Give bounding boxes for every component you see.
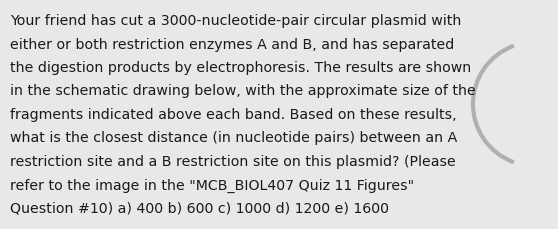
Text: in the schematic drawing below, with the approximate size of the: in the schematic drawing below, with the… [10,84,476,98]
Text: Your friend has cut a 3000-nucleotide-pair circular plasmid with: Your friend has cut a 3000-nucleotide-pa… [10,14,461,28]
Text: refer to the image in the "MCB_BIOL407 Quiz 11 Figures": refer to the image in the "MCB_BIOL407 Q… [10,178,414,192]
Text: either or both restriction enzymes A and B, and has separated: either or both restriction enzymes A and… [10,37,454,51]
Text: what is the closest distance (in nucleotide pairs) between an A: what is the closest distance (in nucleot… [10,131,457,145]
Text: the digestion products by electrophoresis. The results are shown: the digestion products by electrophoresi… [10,61,472,75]
Text: Question #10) a) 400 b) 600 c) 1000 d) 1200 e) 1600: Question #10) a) 400 b) 600 c) 1000 d) 1… [10,201,389,215]
Text: fragments indicated above each band. Based on these results,: fragments indicated above each band. Bas… [10,108,456,121]
Text: restriction site and a B restriction site on this plasmid? (Please: restriction site and a B restriction sit… [10,154,456,168]
